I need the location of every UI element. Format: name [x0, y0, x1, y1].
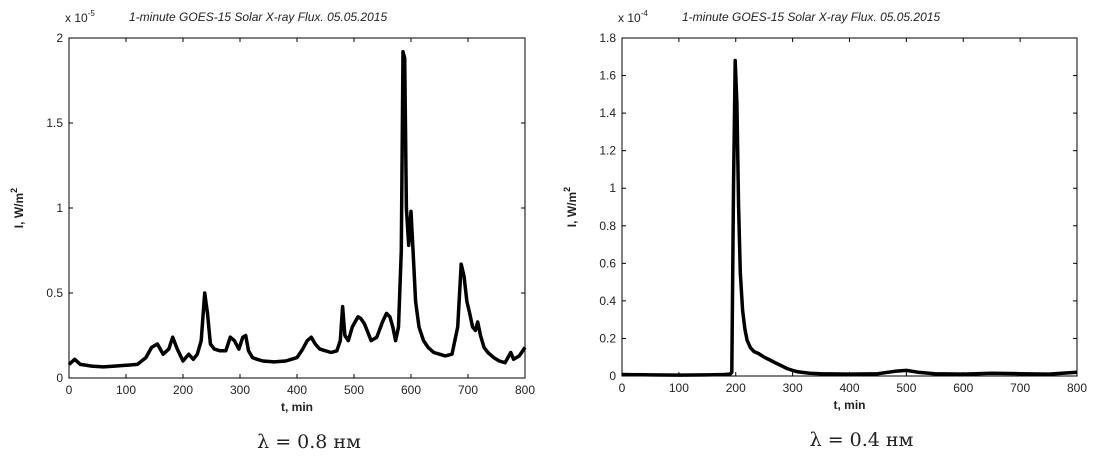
left-chart-x-tick-label: 600 [401, 383, 421, 397]
right-chart-y-tick-label: 1.2 [599, 144, 616, 158]
right-chart-x-tick-label: 100 [669, 381, 689, 395]
left-chart-x-tick-label: 400 [287, 383, 307, 397]
right-chart: 0 100 200 300 400 500 600 700 800 0 0.2 0.4 0.6 0.8 1… [562, 9, 1087, 451]
left-chart-y-tick-label: 1 [56, 201, 63, 215]
right-chart-y-tick-label: 1.8 [599, 31, 616, 45]
left-chart-y-multiplier: x 10-5 [65, 9, 95, 25]
left-chart-y-label-sup: 2 [9, 188, 19, 193]
right-chart-caption: λ = 0.4 нм [810, 429, 914, 451]
left-chart-x-tick-label: 0 [66, 383, 73, 397]
right-chart-multiplier-base: x 10 [618, 11, 641, 25]
left-chart: 0 100 200 300 400 500 600 700 800 0 0.5 1 1.5 2 x 10… [9, 9, 535, 453]
right-chart-title: 1-minute GOES-15 Solar X-ray Flux. 05.05… [682, 10, 940, 24]
left-chart-y-tick-label: 2 [56, 31, 63, 45]
right-chart-x-tick-label: 300 [783, 381, 803, 395]
right-chart-x-tick-label: 400 [839, 381, 859, 395]
right-chart-x-label: t, min [834, 398, 866, 412]
right-chart-y-tick-label: 0.6 [599, 256, 616, 270]
left-chart-x-ticks: 0 100 200 300 400 500 600 700 800 [66, 38, 535, 397]
right-chart-x-tick-label: 200 [726, 381, 746, 395]
right-chart-y-tick-label: 0.2 [599, 331, 616, 345]
right-chart-y-tick-label: 1.4 [599, 106, 616, 120]
right-chart-x-tick-label: 700 [1010, 381, 1030, 395]
left-chart-caption: λ = 0.8 нм [257, 431, 361, 453]
left-chart-x-tick-label: 100 [116, 383, 136, 397]
right-chart-y-tick-label: 0.4 [599, 294, 616, 308]
left-chart-x-tick-label: 800 [515, 383, 535, 397]
left-chart-x-tick-label: 200 [173, 383, 193, 397]
left-chart-y-tick-label: 1.5 [46, 116, 63, 130]
right-chart-x-tick-label: 500 [896, 381, 916, 395]
right-chart-y-ticks: 0 0.2 0.4 0.6 0.8 1 1.2 1.4 1.6 1.8 [599, 31, 1077, 383]
left-chart-multiplier-exp: -5 [88, 9, 96, 18]
left-chart-y-label-main: I, W/m [12, 193, 26, 228]
right-chart-x-tick-label: 0 [619, 381, 626, 395]
right-chart-y-tick-label: 1.6 [599, 69, 616, 83]
right-chart-frame [621, 37, 1078, 377]
left-chart-multiplier-base: x 10 [65, 11, 88, 25]
left-chart-x-tick-label: 500 [344, 383, 364, 397]
right-chart-x-ticks: 0 100 200 300 400 500 600 700 800 [619, 38, 1087, 395]
left-chart-y-tick-label: 0.5 [46, 286, 63, 300]
right-chart-series-line [621, 58, 1078, 377]
right-chart-y-label: I, W/m2 [562, 187, 579, 227]
right-chart-multiplier-exp: -4 [641, 9, 649, 18]
right-chart-y-multiplier: x 10-4 [618, 9, 648, 25]
left-chart-y-tick-label: 0 [56, 371, 63, 385]
left-chart-x-tick-label: 300 [230, 383, 250, 397]
right-chart-x-tick-label: 600 [953, 381, 973, 395]
right-chart-y-label-main: I, W/m [565, 192, 579, 227]
left-chart-y-ticks: 0 0.5 1 1.5 2 [46, 31, 525, 385]
right-chart-y-label-sup: 2 [562, 187, 572, 192]
right-chart-x-tick-label: 800 [1067, 381, 1087, 395]
left-chart-title: 1-minute GOES-15 Solar X-ray Flux. 05.05… [129, 10, 387, 24]
right-chart-y-tick-label: 0 [609, 369, 616, 383]
left-chart-y-label: I, W/m2 [9, 188, 26, 228]
left-chart-x-label: t, min [281, 400, 313, 414]
left-chart-series-line [67, 49, 527, 369]
right-chart-y-tick-label: 1 [609, 181, 616, 195]
left-chart-x-tick-label: 700 [458, 383, 478, 397]
right-chart-y-tick-label: 0.8 [599, 219, 616, 233]
